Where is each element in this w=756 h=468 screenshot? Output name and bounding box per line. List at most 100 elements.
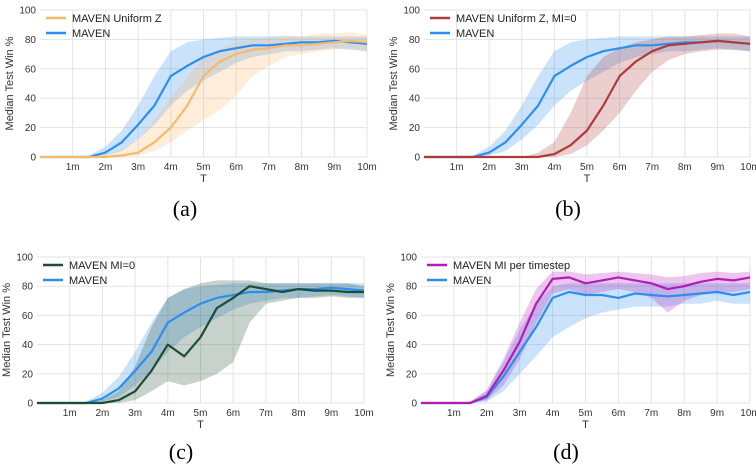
x-tick-label: 7m: [259, 408, 273, 419]
x-tick-label: 3m: [513, 408, 527, 419]
y-axis-label: Median Test Win %: [1, 283, 13, 377]
legend: MAVEN Uniform Z, MI=0 MAVEN: [430, 13, 577, 40]
legend: MAVEN MI per timestep MAVEN: [427, 260, 570, 287]
y-tick-label: 100: [19, 6, 36, 17]
y-tick-label: 40: [22, 340, 34, 351]
legend-label: MAVEN: [453, 275, 491, 287]
y-axis-label: Median Test Win %: [388, 36, 400, 130]
series-line: [424, 39, 751, 159]
x-tick-label: 1m: [66, 162, 80, 173]
x-tick-label: 9m: [710, 408, 724, 419]
y-tick-label: 80: [25, 35, 37, 46]
series-line: [40, 39, 368, 159]
chart-panel-1: 1m 2m 3m 4m 5m 6m 7m 8m 9m 10m 0 20 40 60 80 100 T Median…: [4, 6, 377, 222]
x-tick-label: 2m: [480, 408, 494, 419]
x-tick-label: 2m: [95, 408, 109, 419]
legend: MAVEN MI=0 MAVEN: [43, 260, 135, 287]
legend-label: MAVEN: [69, 275, 107, 287]
series-band: [37, 280, 364, 403]
legend-label: MAVEN MI per timestep: [453, 260, 570, 272]
series-band: [40, 36, 367, 157]
x-tick-label: 4m: [161, 408, 175, 419]
x-tick-label: 8m: [677, 408, 691, 419]
legend-label: MAVEN: [72, 28, 110, 40]
series-band: [424, 36, 750, 157]
panel-caption: (a): [173, 196, 197, 221]
x-tick-label: 8m: [678, 162, 692, 173]
x-tick-label: 8m: [295, 162, 309, 173]
x-tick-label: 6m: [611, 408, 625, 419]
series-band: [424, 33, 750, 157]
y-tick-label: 20: [22, 369, 34, 380]
series-band: [421, 283, 750, 403]
x-axis-label: T: [200, 173, 207, 185]
x-tick-label: 3m: [128, 408, 142, 419]
chart-panel-3: 1m 2m 3m 4m 5m 6m 7m 8m 9m 10m 0 20 40 60 80 100 T Median…: [1, 253, 374, 465]
panel-caption: (c): [169, 439, 193, 464]
y-tick-label: 100: [400, 253, 417, 264]
series-line: [37, 285, 364, 405]
x-tick-label: 3m: [515, 162, 529, 173]
y-tick-label: 20: [406, 369, 418, 380]
x-tick-label: 10m: [740, 408, 756, 419]
y-tick-label: 60: [409, 64, 421, 75]
chart-panel-2: 1m 2m 3m 4m 5m 6m 7m 8m 9m 10m 0 20 40 60 80 100 T Median…: [388, 6, 756, 222]
x-tick-label: 2m: [482, 162, 496, 173]
panel-caption: (d): [553, 439, 579, 464]
x-tick-label: 10m: [740, 162, 756, 173]
y-tick-label: 80: [406, 282, 418, 293]
x-tick-label: 6m: [229, 162, 243, 173]
x-tick-label: 7m: [262, 162, 276, 173]
x-tick-label: 4m: [164, 162, 178, 173]
y-axis-label: Median Test Win %: [4, 36, 16, 130]
y-tick-label: 40: [406, 340, 418, 351]
x-tick-label: 5m: [194, 408, 208, 419]
series-line: [40, 39, 368, 159]
x-tick-label: 1m: [450, 162, 464, 173]
y-tick-label: 0: [27, 399, 33, 410]
y-tick-label: 60: [22, 311, 34, 322]
series-band: [37, 283, 364, 403]
x-tick-label: 1m: [63, 408, 77, 419]
y-tick-label: 0: [411, 399, 417, 410]
x-tick-label: 1m: [447, 408, 461, 419]
x-tick-label: 8m: [292, 408, 306, 419]
chart-panel-4: 1m 2m 3m 4m 5m 6m 7m 8m 9m 10m 0 20 40 60 80 100 T Median…: [385, 253, 756, 465]
x-tick-label: 6m: [613, 162, 627, 173]
x-tick-label: 9m: [324, 408, 338, 419]
legend-label: MAVEN: [456, 28, 494, 40]
y-tick-label: 60: [25, 64, 37, 75]
x-axis-label: T: [197, 419, 204, 431]
y-tick-label: 40: [409, 94, 421, 105]
legend-label: MAVEN Uniform Z, MI=0: [456, 13, 577, 25]
y-tick-label: 20: [409, 123, 421, 134]
y-tick-label: 100: [16, 253, 33, 264]
x-tick-label: 5m: [579, 408, 593, 419]
x-tick-label: 5m: [580, 162, 594, 173]
legend-label: MAVEN MI=0: [69, 260, 135, 272]
y-tick-label: 40: [25, 94, 37, 105]
x-tick-label: 9m: [327, 162, 341, 173]
y-tick-label: 100: [403, 6, 420, 17]
x-tick-label: 4m: [546, 408, 560, 419]
x-tick-label: 3m: [131, 162, 145, 173]
x-tick-label: 10m: [354, 408, 373, 419]
legend: MAVEN Uniform Z MAVEN: [46, 13, 162, 40]
series-line: [421, 276, 751, 405]
x-tick-label: 9m: [710, 162, 724, 173]
x-tick-label: 5m: [197, 162, 211, 173]
y-tick-label: 0: [30, 153, 36, 164]
x-axis-label: T: [582, 419, 589, 431]
y-tick-label: 0: [414, 153, 420, 164]
y-axis-label: Median Test Win %: [385, 283, 397, 377]
panel-caption: (b): [555, 196, 581, 221]
x-tick-label: 7m: [644, 408, 658, 419]
x-tick-label: 2m: [98, 162, 112, 173]
y-tick-label: 60: [406, 311, 418, 322]
x-tick-label: 7m: [645, 162, 659, 173]
y-tick-label: 80: [409, 35, 421, 46]
x-tick-label: 10m: [357, 162, 376, 173]
x-tick-label: 6m: [226, 408, 240, 419]
y-tick-label: 80: [22, 282, 34, 293]
